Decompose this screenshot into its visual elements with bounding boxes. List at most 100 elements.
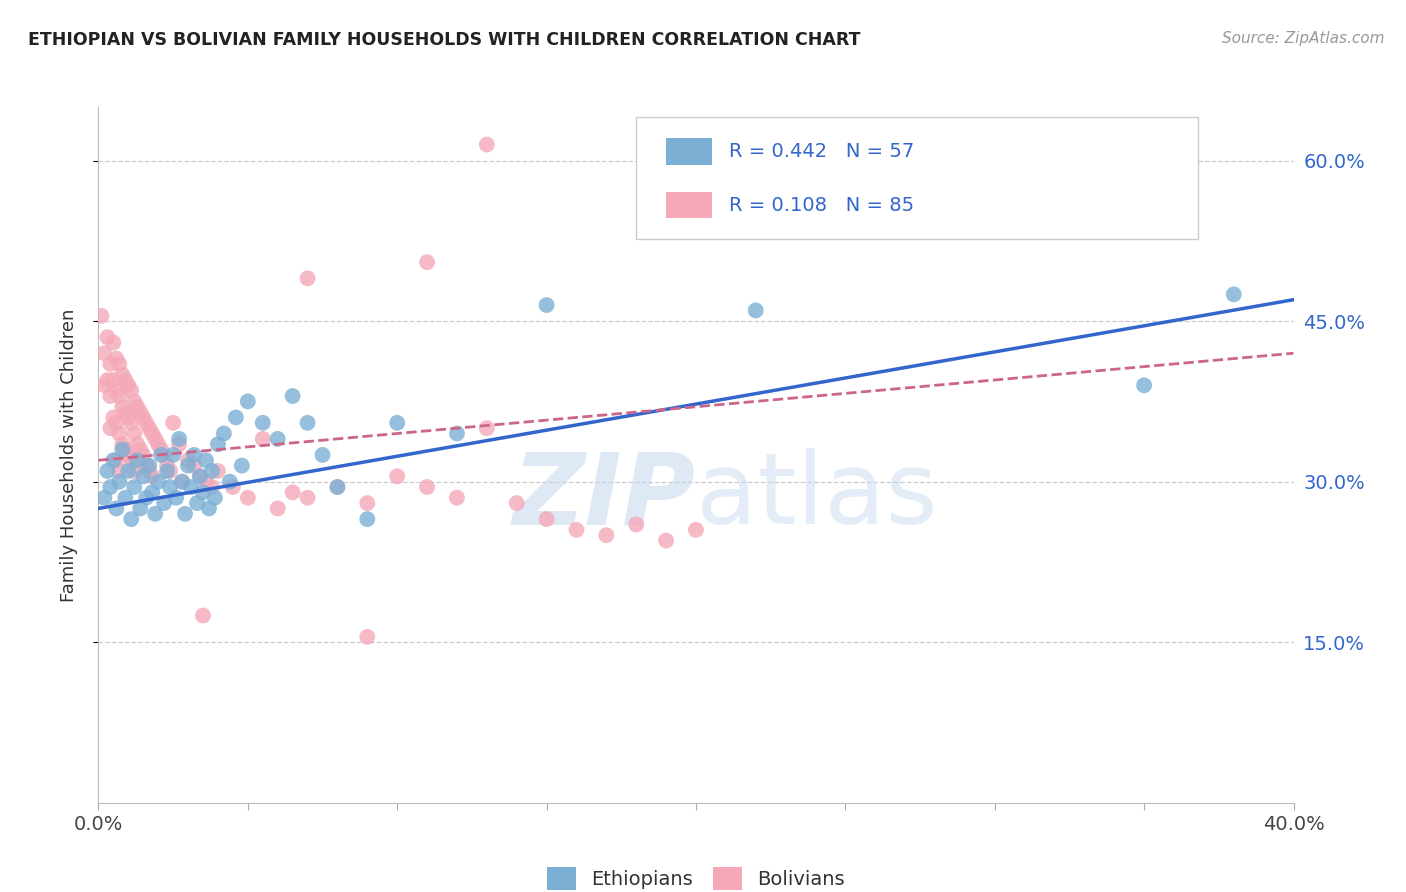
Point [236,394,259,409]
Point [103,410,125,425]
Point [297,491,319,505]
Point [167,437,190,451]
Legend: Ethiopians, Bolivians: Ethiopians, Bolivians [547,867,845,890]
Point [165,491,187,505]
Point [108,475,131,489]
Point [150,442,173,457]
Point [745,303,768,318]
Point [252,416,274,430]
Point [172,475,194,489]
Point [326,480,349,494]
Point [153,448,176,462]
Point [356,496,378,510]
Point [207,464,229,478]
Point [100,357,122,371]
Point [148,437,170,451]
Point [114,442,136,457]
Point [127,400,149,414]
Point [267,432,290,446]
Point [141,485,163,500]
Point [120,512,142,526]
Point [475,137,498,152]
Point [114,491,136,505]
Point [506,496,529,510]
FancyBboxPatch shape [666,138,711,165]
Point [132,448,155,462]
Point [141,426,163,441]
Point [188,469,211,483]
Point [536,298,558,312]
Point [105,453,128,467]
Point [356,512,378,526]
Point [129,405,152,419]
Point [90,309,112,323]
Point [191,608,214,623]
Point [114,373,136,387]
Point [311,448,333,462]
Point [159,480,181,494]
Point [297,416,319,430]
Point [204,491,226,505]
Point [120,384,142,398]
Text: R = 0.108   N = 85: R = 0.108 N = 85 [730,195,914,215]
Point [356,630,378,644]
Point [124,480,146,494]
Point [626,517,648,532]
Point [198,501,221,516]
Point [108,426,131,441]
Point [177,458,200,473]
Point [536,512,558,526]
Point [111,437,134,451]
Point [143,432,166,446]
Point [177,453,200,467]
Point [180,480,202,494]
Text: ETHIOPIAN VS BOLIVIAN FAMILY HOUSEHOLDS WITH CHILDREN CORRELATION CHART: ETHIOPIAN VS BOLIVIAN FAMILY HOUSEHOLDS … [28,31,860,49]
Point [167,432,190,446]
Point [191,485,214,500]
Point [143,507,166,521]
Point [117,410,139,425]
Point [153,496,176,510]
Point [135,458,157,473]
Point [120,416,142,430]
Point [127,453,149,467]
Point [108,389,131,403]
Point [129,501,152,516]
Point [281,389,304,403]
Point [222,480,245,494]
Point [385,469,409,483]
Point [124,426,146,441]
Point [1133,378,1156,392]
Point [117,378,139,392]
Point [195,475,218,489]
Point [138,464,160,478]
Point [108,464,131,478]
FancyBboxPatch shape [666,192,711,219]
Point [135,416,157,430]
Point [105,501,128,516]
Point [105,384,128,398]
Point [225,410,247,425]
Point [326,480,349,494]
Point [655,533,678,548]
Text: ZIP: ZIP [513,448,696,545]
Point [120,453,142,467]
Point [446,426,468,441]
Point [117,464,139,478]
Point [297,271,319,285]
Point [124,394,146,409]
Point [201,464,224,478]
Point [219,475,242,489]
Y-axis label: Family Households with Children: Family Households with Children [59,309,77,601]
Point [195,453,218,467]
Point [231,458,253,473]
Point [103,335,125,350]
Point [1223,287,1246,301]
Point [174,507,197,521]
Point [201,480,224,494]
Point [117,448,139,462]
Point [135,491,157,505]
Point [212,426,235,441]
Point [150,448,173,462]
Point [183,458,205,473]
